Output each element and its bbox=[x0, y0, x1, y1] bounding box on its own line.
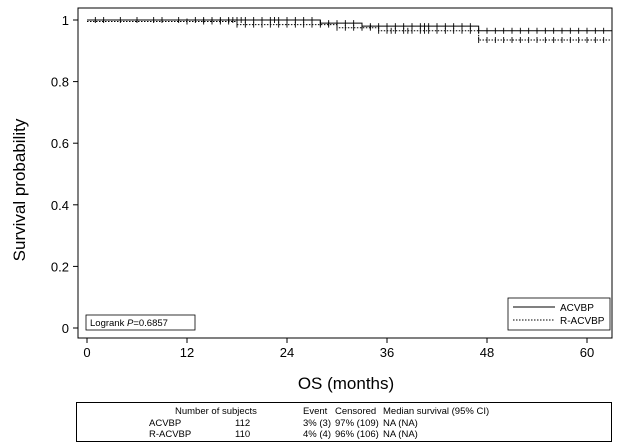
table-header-censored: Censored bbox=[335, 406, 377, 417]
logrank-annotation: Logrank P=0.6857 bbox=[85, 314, 196, 331]
survival-curve bbox=[87, 21, 612, 41]
annotation-box bbox=[85, 314, 196, 331]
table-row-event: 3% (3) bbox=[303, 418, 331, 429]
y-tick-label: 0.8 bbox=[51, 75, 69, 90]
plot-border bbox=[77, 7, 613, 339]
table-row-median: NA (NA) bbox=[383, 429, 418, 440]
x-tick-label: 24 bbox=[280, 345, 294, 360]
logrank-p: P bbox=[127, 318, 134, 329]
summary-table: Number of subjects Event Censored Median… bbox=[76, 402, 612, 442]
x-tick-label: 0 bbox=[83, 345, 90, 360]
table-header-event: Event bbox=[303, 406, 328, 417]
y-tick-label: 0.4 bbox=[51, 198, 69, 213]
table-row-censored: 96% (106) bbox=[335, 429, 379, 440]
x-tick-label: 12 bbox=[180, 345, 194, 360]
plot-frame bbox=[77, 7, 613, 339]
table-row-subjects: 110 bbox=[235, 429, 251, 440]
series-acvbp bbox=[87, 17, 612, 34]
table-row-event: 4% (4) bbox=[303, 429, 331, 440]
x-tick-label: 36 bbox=[380, 345, 394, 360]
y-tick-label: 0.6 bbox=[51, 136, 69, 151]
series-r-acvbp bbox=[87, 18, 612, 44]
legend: ACVBP R-ACVBP bbox=[507, 297, 611, 331]
table-row-censored: 97% (109) bbox=[335, 418, 379, 429]
table-row-subjects: 112 bbox=[235, 418, 251, 429]
table-row-median: NA (NA) bbox=[383, 418, 418, 429]
y-tick-label: 0 bbox=[62, 321, 69, 336]
table-row-group: ACVBP bbox=[149, 418, 182, 429]
logrank-prefix: Logrank bbox=[90, 318, 127, 329]
logrank-text: Logrank P=0.6857 bbox=[90, 318, 168, 329]
logrank-value: =0.6857 bbox=[133, 318, 168, 329]
legend-label: ACVBP bbox=[560, 303, 594, 314]
x-axis-label: OS (months) bbox=[298, 374, 394, 393]
table-header-median: Median survival (95% CI) bbox=[383, 406, 490, 417]
x-tick-label: 60 bbox=[580, 345, 594, 360]
x-tick-label: 48 bbox=[480, 345, 494, 360]
legend-box bbox=[507, 297, 611, 331]
series-layer bbox=[87, 17, 612, 44]
legend-label: R-ACVBP bbox=[560, 316, 605, 327]
y-axis-label: Survival probability bbox=[10, 118, 29, 261]
table-row-group: R-ACVBP bbox=[149, 429, 192, 440]
table-header-subjects: Number of subjects bbox=[175, 406, 257, 417]
survival-chart: 0 0.2 0.4 0.6 0.8 1 0 12 24 36 48 60 Survival proba… bbox=[10, 7, 613, 393]
y-tick-label: 1 bbox=[62, 13, 69, 28]
y-tick-label: 0.2 bbox=[51, 259, 69, 274]
ticks-layer: 0 0.2 0.4 0.6 0.8 1 0 12 24 36 48 60 bbox=[51, 13, 594, 360]
